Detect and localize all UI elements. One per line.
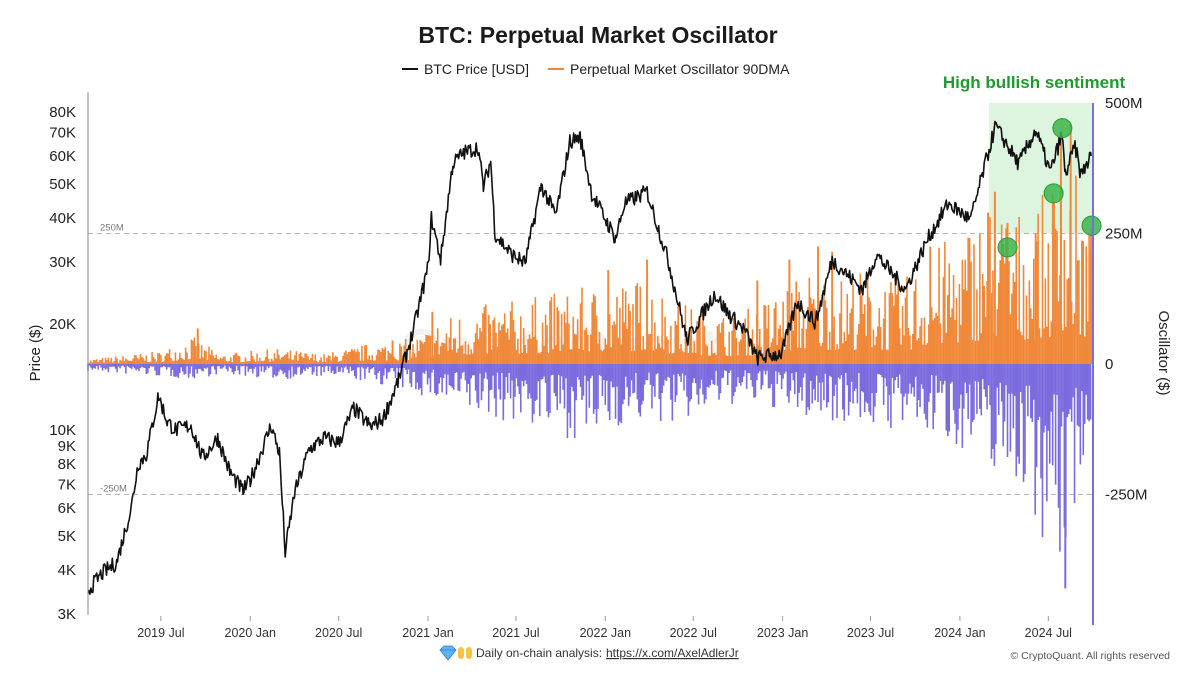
sentiment-marker-1 xyxy=(1043,183,1064,204)
y-left-tick-label-13: 4K xyxy=(58,562,76,579)
raised-hands-icon xyxy=(458,647,472,659)
y-left-tick-label-4: 40K xyxy=(49,210,76,227)
y-right-tick-label-2: 0 xyxy=(1105,356,1113,373)
btc-price-line xyxy=(87,120,1092,596)
y-left-tick-label-2: 60K xyxy=(49,148,76,165)
x-tick-label-10: 2024 Jul xyxy=(1025,626,1072,640)
x-tick-label-4: 2021 Jul xyxy=(492,626,539,640)
highlight-region xyxy=(989,103,1093,234)
reference-line-label-0: 250M xyxy=(100,223,124,234)
footer-link[interactable]: https://x.com/AxelAdlerJr xyxy=(606,646,739,660)
copyright: © CryptoQuant. All rights reserved xyxy=(1011,650,1171,662)
legend-oscillator[interactable]: Perpetual Market Oscillator 90DMA xyxy=(570,61,790,77)
sentiment-marker-2 xyxy=(1052,118,1073,139)
x-tick-label-9: 2024 Jan xyxy=(934,626,985,640)
y-left-tick-label-5: 30K xyxy=(49,254,76,271)
legend: BTC Price [USD] Perpetual Market Oscilla… xyxy=(402,61,790,77)
x-tick-label-6: 2022 Jul xyxy=(670,626,717,640)
y-right-tick-label-0: 500M xyxy=(1105,95,1143,112)
footer-text: Daily on-chain analysis: xyxy=(476,646,602,660)
oscillator-series xyxy=(87,123,1093,589)
x-tick-label-0: 2019 Jul xyxy=(137,626,184,640)
y-axis-left-title: Price ($) xyxy=(27,325,44,382)
highlight-label: High bullish sentiment xyxy=(943,73,1126,92)
plot-area: High bullish sentimentCryptoQuant250M-25… xyxy=(49,73,1147,640)
y-left-tick-label-11: 6K xyxy=(58,500,76,517)
x-tick-label-5: 2022 Jan xyxy=(580,626,631,640)
gem-icon xyxy=(439,645,457,661)
y-left-tick-label-7: 10K xyxy=(49,422,76,439)
y-left-tick-label-8: 9K xyxy=(58,438,76,455)
sentiment-marker-3 xyxy=(1081,215,1102,236)
sentiment-marker-0 xyxy=(997,237,1018,258)
y-left-tick-label-14: 3K xyxy=(58,606,76,623)
y-right-tick-label-3: -250M xyxy=(1105,487,1148,504)
y-left-tick-label-10: 7K xyxy=(58,476,76,493)
x-tick-label-7: 2023 Jan xyxy=(757,626,808,640)
footer: Daily on-chain analysis: https://x.com/A… xyxy=(439,645,1171,662)
legend-btc-price[interactable]: BTC Price [USD] xyxy=(424,61,529,77)
y-left-tick-label-1: 70K xyxy=(49,124,76,141)
y-left-tick-label-9: 8K xyxy=(58,456,76,473)
y-left-tick-label-12: 5K xyxy=(58,528,76,545)
y-left-tick-label-6: 20K xyxy=(49,316,76,333)
y-left-tick-label-3: 50K xyxy=(49,176,76,193)
y-left-tick-label-0: 80K xyxy=(49,104,76,121)
y-axis-right-title: Oscillator ($) xyxy=(1155,310,1172,395)
x-tick-label-3: 2021 Jan xyxy=(402,626,453,640)
x-tick-label-1: 2020 Jan xyxy=(225,626,276,640)
chart-title: BTC: Perpetual Market Oscillator xyxy=(418,22,777,48)
reference-line-label-1: -250M xyxy=(100,484,127,495)
x-tick-label-8: 2023 Jul xyxy=(847,626,894,640)
x-tick-label-2: 2020 Jul xyxy=(315,626,362,640)
y-right-tick-label-1: 250M xyxy=(1105,226,1143,243)
